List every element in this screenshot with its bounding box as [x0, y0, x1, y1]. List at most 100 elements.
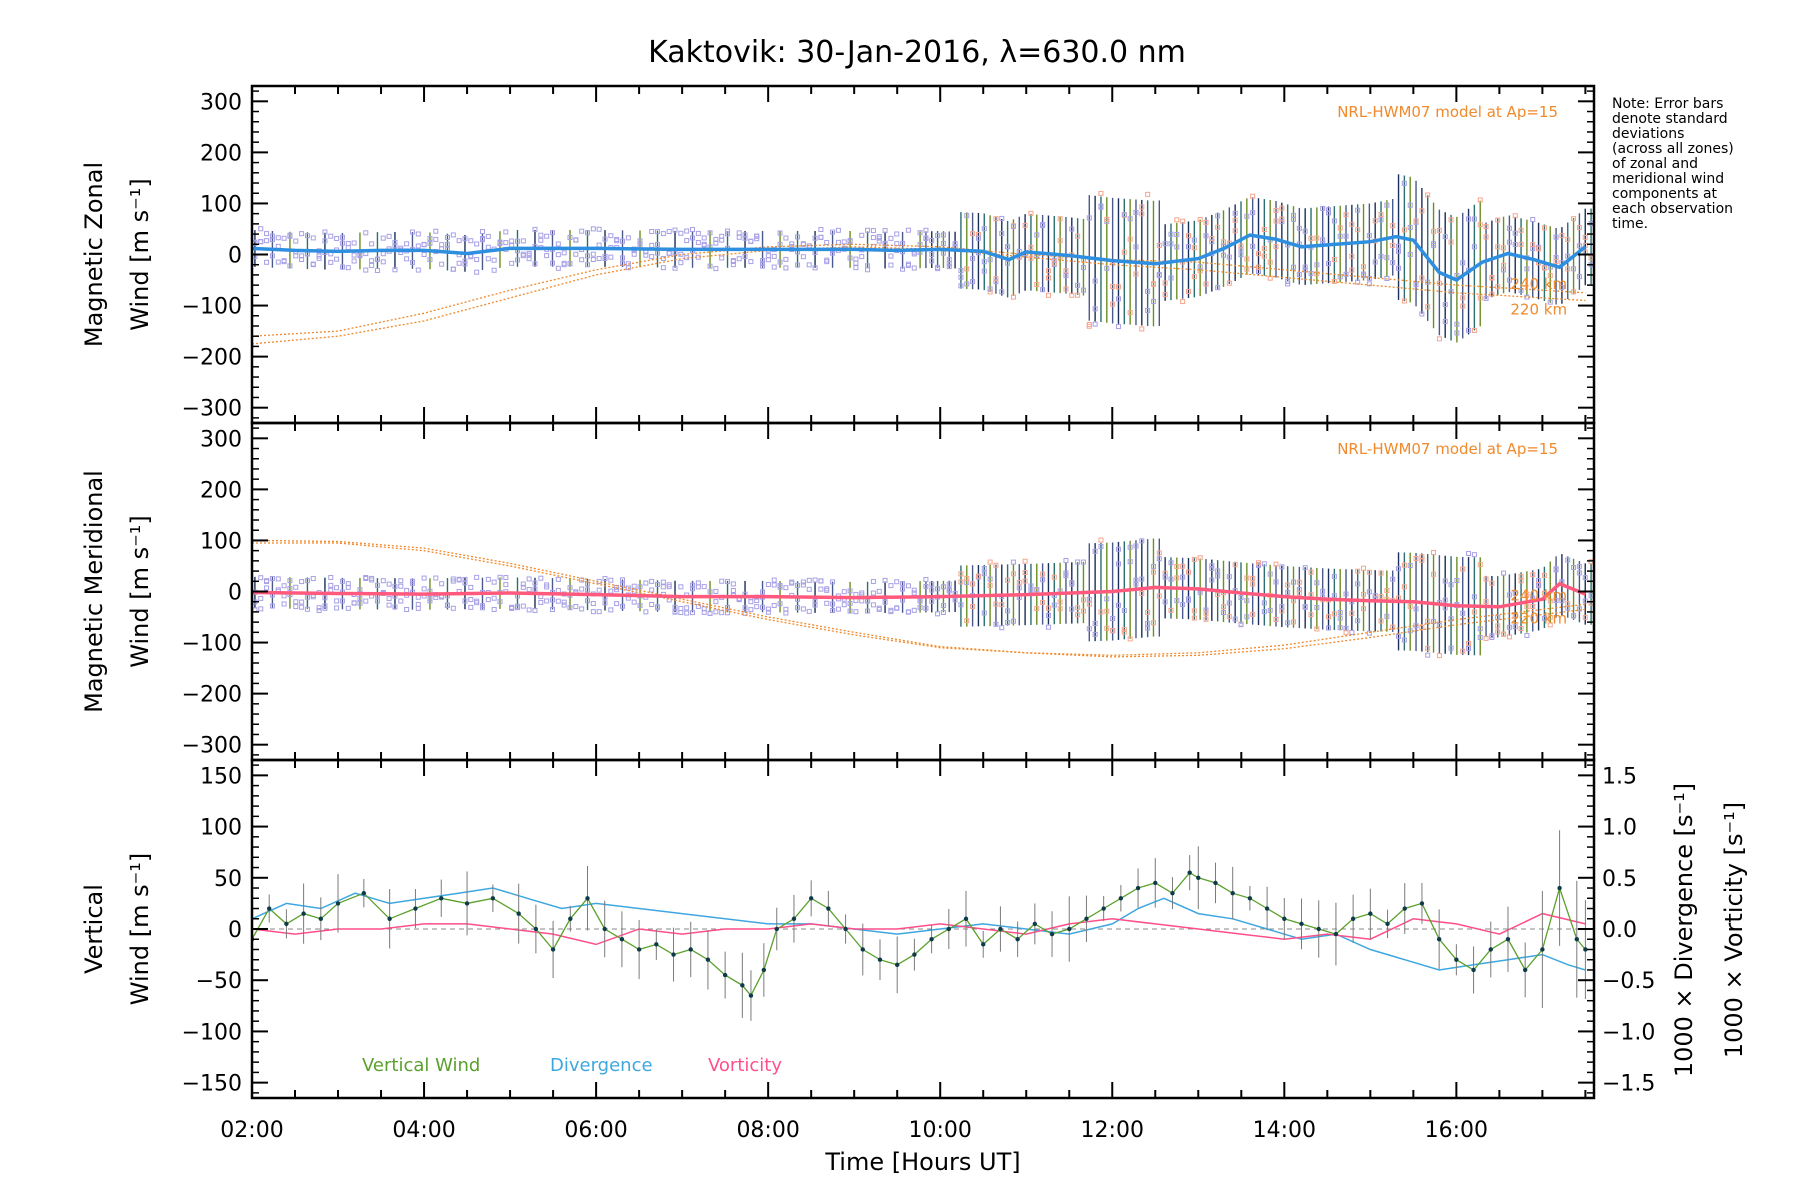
- y-tick-label: 100: [200, 529, 242, 554]
- zone-wind-marker: [608, 233, 614, 239]
- zone-wind-marker: [870, 235, 876, 241]
- zone-wind-marker: [299, 599, 305, 605]
- zone-wind-marker: [783, 610, 789, 616]
- vertical-wind-point: [636, 947, 642, 952]
- zone-wind-marker: [1460, 303, 1466, 309]
- zone-wind-marker: [1110, 627, 1116, 633]
- zone-wind-marker: [987, 257, 993, 263]
- zone-wind-marker: [1238, 595, 1244, 601]
- zone-wind-marker: [1314, 626, 1320, 632]
- zone-wind-marker: [1267, 607, 1273, 613]
- zone-wind-marker: [935, 611, 941, 617]
- zone-wind-marker: [1384, 276, 1390, 282]
- zone-wind-marker: [351, 240, 357, 246]
- zone-wind-marker: [1571, 266, 1577, 272]
- zone-wind-marker: [1355, 227, 1361, 233]
- zone-wind-marker: [1477, 635, 1483, 641]
- zone-wind-marker: [1401, 227, 1407, 233]
- zone-wind-marker: [316, 605, 322, 611]
- zone-wind-marker: [1133, 209, 1139, 215]
- zone-wind-marker: [625, 261, 631, 267]
- zone-wind-marker: [835, 606, 841, 612]
- zone-wind-marker: [479, 603, 485, 609]
- zone-wind-marker: [1384, 255, 1390, 261]
- y2-tick-label: 0.5: [1602, 867, 1637, 892]
- zone-wind-marker: [392, 583, 398, 589]
- zone-wind-marker: [1203, 607, 1209, 613]
- zone-wind-marker: [1425, 645, 1431, 651]
- zone-wind-marker: [1174, 231, 1180, 237]
- zone-wind-marker: [1040, 599, 1046, 605]
- zone-wind-marker: [1162, 292, 1168, 298]
- zone-wind-marker: [491, 595, 497, 601]
- zone-wind-marker: [1174, 598, 1180, 604]
- zone-wind-marker: [666, 250, 672, 256]
- zone-wind-marker: [1506, 225, 1512, 231]
- zone-wind-marker: [870, 228, 876, 234]
- zone-wind-marker: [304, 606, 310, 612]
- legend-item-1: Divergence: [550, 1055, 653, 1076]
- zone-wind-marker: [1220, 604, 1226, 610]
- zone-wind-marker: [1045, 612, 1051, 618]
- zone-wind-marker: [567, 234, 573, 240]
- zone-wind-marker: [1571, 564, 1577, 570]
- zone-wind-marker: [468, 238, 474, 244]
- zone-wind-marker: [1407, 603, 1413, 609]
- zone-wind-marker: [905, 227, 911, 233]
- zone-wind-marker: [339, 264, 345, 270]
- zone-wind-marker: [1244, 614, 1250, 620]
- zone-wind-marker: [1314, 262, 1320, 268]
- zone-wind-marker: [678, 230, 684, 236]
- zone-wind-marker: [1518, 227, 1524, 233]
- zone-wind-marker: [981, 268, 987, 274]
- zone-wind-marker: [748, 607, 754, 613]
- zone-wind-marker: [363, 575, 369, 581]
- zone-wind-marker: [806, 262, 812, 268]
- zone-wind-marker: [555, 241, 561, 247]
- zone-wind-marker: [1530, 217, 1536, 223]
- zone-wind-marker: [555, 587, 561, 593]
- zone-wind-marker: [830, 229, 836, 235]
- y-axis-label-line1: Vertical: [80, 884, 108, 974]
- zone-wind-marker: [608, 577, 614, 583]
- zone-wind-marker: [287, 578, 293, 584]
- zone-wind-marker: [1104, 216, 1110, 222]
- zone-wind-marker: [1407, 224, 1413, 230]
- zone-wind-marker: [1075, 605, 1081, 611]
- zone-wind-marker: [433, 236, 439, 242]
- zone-wind-marker: [1256, 264, 1261, 270]
- zone-wind-marker: [1372, 593, 1378, 599]
- zone-wind-marker: [1413, 606, 1419, 612]
- zone-wind-marker: [1209, 566, 1215, 572]
- zone-wind-marker: [1162, 574, 1168, 580]
- zone-wind-marker: [596, 226, 602, 232]
- zone-wind-marker: [1442, 234, 1448, 240]
- vertical-wind-point: [516, 911, 521, 916]
- zone-wind-marker: [1034, 587, 1040, 593]
- zone-wind-marker: [1098, 204, 1104, 210]
- zone-wind-marker: [614, 238, 620, 244]
- y-tick-label: −200: [182, 683, 242, 708]
- zone-wind-marker: [1115, 602, 1121, 608]
- zone-wind-marker: [1034, 281, 1040, 287]
- zone-wind-marker: [1413, 282, 1419, 288]
- zone-wind-marker: [1536, 583, 1542, 589]
- zone-wind-marker: [1028, 255, 1034, 261]
- zone-wind-marker: [1460, 260, 1466, 266]
- zone-wind-marker: [1431, 241, 1437, 247]
- zone-wind-marker: [1477, 222, 1483, 228]
- vertical-wind-point: [1196, 875, 1201, 880]
- zone-wind-marker: [1226, 600, 1232, 606]
- vertical-wind-point: [722, 972, 728, 978]
- zone-wind-marker: [970, 255, 976, 261]
- zone-wind-marker: [1576, 563, 1582, 569]
- zone-wind-marker: [1080, 559, 1086, 565]
- zone-wind-marker: [369, 262, 375, 268]
- zone-wind-marker: [1168, 576, 1174, 582]
- zone-wind-marker: [1361, 273, 1367, 279]
- vertical-wind-point: [439, 896, 444, 901]
- zone-wind-marker: [655, 250, 661, 256]
- zone-wind-marker: [1104, 608, 1110, 614]
